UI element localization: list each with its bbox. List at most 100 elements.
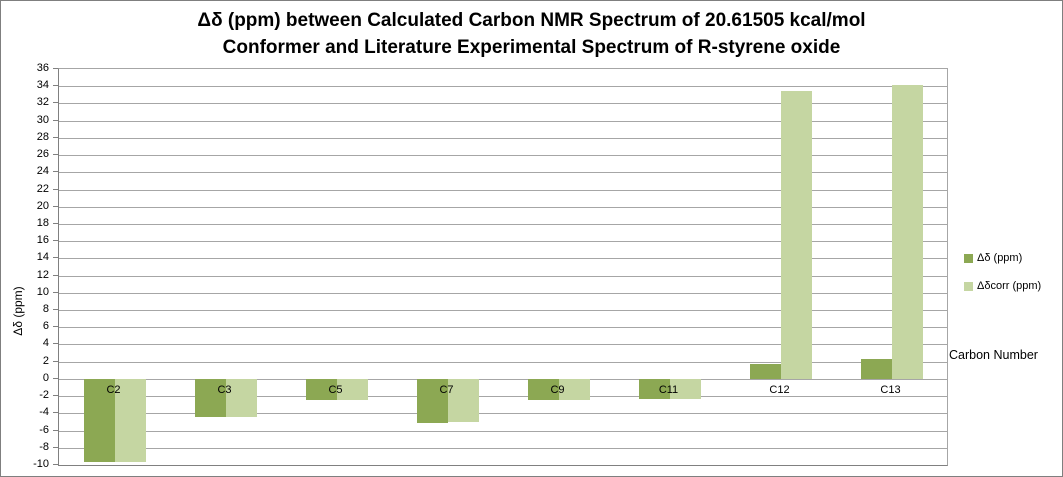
y-tick-label: -2 <box>39 389 49 402</box>
gridline <box>59 258 947 260</box>
gridline <box>59 172 947 174</box>
gridline <box>59 120 947 122</box>
plot-area <box>58 68 948 466</box>
gridline <box>59 430 947 432</box>
gridline <box>59 189 947 191</box>
gridline <box>59 292 947 294</box>
bar-deltacorr-C2 <box>115 378 146 463</box>
bar-deltacorr-C7 <box>448 378 479 422</box>
y-tick-label: 20 <box>36 199 49 212</box>
y-axis-tick-mark <box>53 205 58 207</box>
y-axis-tick-mark <box>53 360 58 362</box>
y-axis-tick-mark <box>53 85 58 87</box>
y-axis-tick-mark <box>53 291 58 293</box>
category-label-C7: C7 <box>439 383 454 396</box>
y-tick-label: 26 <box>36 148 49 161</box>
y-tick-label: -8 <box>39 440 49 453</box>
gridline <box>59 223 947 225</box>
y-tick-label: 30 <box>36 113 49 126</box>
y-axis-tick-mark <box>53 464 58 465</box>
gridline <box>59 275 947 277</box>
bar-deltacorr-C11 <box>670 378 701 399</box>
bar-delta-C11 <box>639 378 670 399</box>
y-axis-tick-mark <box>53 102 58 104</box>
bar-delta-C12 <box>750 364 781 379</box>
category-label-C12: C12 <box>769 383 790 396</box>
y-tick-label: 0 <box>42 371 49 384</box>
chart-title-line-2: Conformer and Literature Experimental Sp… <box>222 37 841 58</box>
legend: Δδ (ppm) Δδcorr (ppm) <box>964 252 1041 308</box>
gridline <box>59 344 947 346</box>
y-tick-label: -6 <box>39 423 49 436</box>
series1-swatch-icon <box>964 253 973 263</box>
gridline <box>59 413 947 415</box>
y-axis-tick-mark <box>53 343 58 345</box>
y-tick-label: 24 <box>36 165 49 178</box>
gridline <box>59 137 947 139</box>
chart-title-line-1: Δδ (ppm) between Calculated Carbon NMR S… <box>197 10 866 31</box>
y-axis-tick-mark <box>53 412 58 414</box>
bar-deltacorr-C13 <box>892 85 923 379</box>
y-axis-tick-mark <box>53 326 58 328</box>
y-axis-tick-mark <box>53 222 58 224</box>
y-tick-label: 16 <box>36 234 49 247</box>
bar-delta-C7 <box>417 378 448 423</box>
x-axis-title: Carbon Number <box>949 348 1038 362</box>
y-axis-tick-mark <box>53 377 58 379</box>
category-label-C3: C3 <box>217 383 232 396</box>
y-axis-tick-mark <box>53 154 58 156</box>
y-tick-label: -4 <box>39 406 49 419</box>
y-tick-label: 18 <box>36 216 49 229</box>
y-axis-tick-mark <box>53 188 58 190</box>
gridline <box>59 155 947 157</box>
gridline <box>59 86 947 88</box>
chart-title: Δδ (ppm) between Calculated Carbon NMR S… <box>1 7 1062 61</box>
y-tick-label: 8 <box>42 303 49 316</box>
bar-deltacorr-C5 <box>337 378 368 400</box>
category-label-C11: C11 <box>658 383 679 396</box>
bar-deltacorr-C3 <box>226 378 257 417</box>
y-tick-label: 28 <box>36 130 49 143</box>
category-label-C2: C2 <box>106 383 121 396</box>
y-tick-label: 32 <box>36 96 49 109</box>
category-label-C5: C5 <box>328 383 343 396</box>
y-tick-label: 12 <box>36 268 49 281</box>
y-tick-label: 6 <box>42 320 49 333</box>
gridline <box>59 206 947 208</box>
y-tick-label: 22 <box>36 182 49 195</box>
y-tick-label: 10 <box>36 285 49 298</box>
gridline <box>59 327 947 329</box>
gridline <box>59 103 947 105</box>
y-axis-tick-mark <box>53 395 58 397</box>
y-tick-label: 4 <box>42 337 49 350</box>
y-axis-tick-mark <box>53 429 58 431</box>
y-axis-tick-mark <box>53 119 58 121</box>
y-axis-tick-mark <box>53 68 58 69</box>
y-axis-tick-mark <box>53 171 58 173</box>
gridline <box>59 396 947 398</box>
y-tick-label: 36 <box>36 62 49 74</box>
y-axis-tick-mark <box>53 309 58 311</box>
category-label-C13: C13 <box>880 383 901 396</box>
y-axis-tick-mark <box>53 257 58 259</box>
gridline <box>59 378 947 380</box>
legend-label-series2: Δδcorr (ppm) <box>977 280 1042 292</box>
gridline <box>59 361 947 363</box>
category-label-C9: C9 <box>550 383 565 396</box>
legend-item-series1: Δδ (ppm) <box>964 252 1041 264</box>
bar-delta-C9 <box>528 378 559 400</box>
y-axis-tick-mark <box>53 274 58 276</box>
legend-label-series1: Δδ (ppm) <box>977 252 1023 264</box>
gridline <box>59 447 947 449</box>
bar-delta-C2 <box>84 378 115 463</box>
y-tick-label: 2 <box>42 354 49 367</box>
bar-delta-C13 <box>861 359 892 379</box>
y-axis-tick-mark <box>53 446 58 448</box>
bar-delta-C3 <box>195 378 226 417</box>
y-axis-tick-mark <box>53 136 58 138</box>
bar-deltacorr-C12 <box>781 91 812 379</box>
y-axis-tick-mark <box>53 240 58 242</box>
series2-swatch-icon <box>964 281 973 291</box>
legend-item-series2: Δδcorr (ppm) <box>964 280 1041 292</box>
